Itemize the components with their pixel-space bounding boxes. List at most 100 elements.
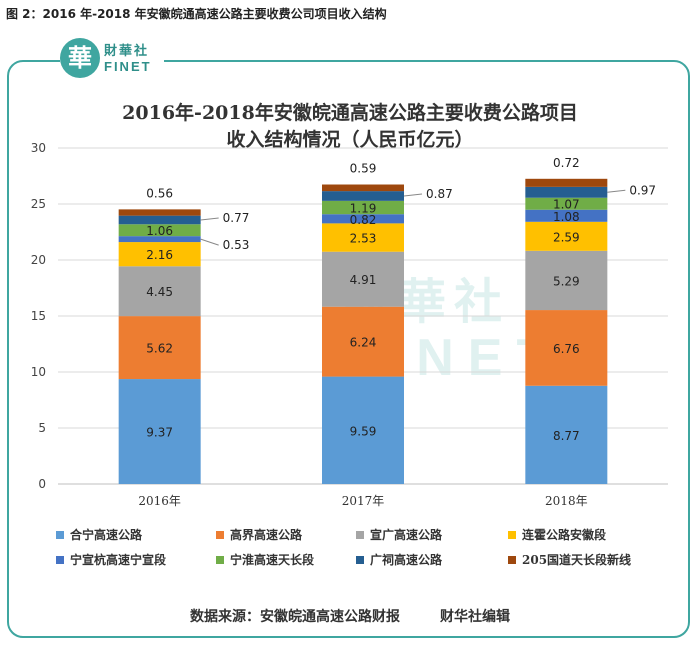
data-label: 0.59: [350, 162, 377, 176]
logo-mark-icon: 華: [60, 38, 100, 78]
legend-item: 连霍公路安徽段: [508, 526, 606, 543]
source-note: 数据来源：安徽皖通高速公路财报 财华社编辑: [0, 606, 700, 626]
bar-segment: [322, 223, 404, 252]
y-tick-label: 10: [31, 365, 46, 379]
legend-swatch: [356, 555, 364, 564]
axes: 0 5 10 15 20 25 30 2016年 2017年 2018年: [31, 141, 588, 508]
data-label: 1.07: [553, 198, 580, 212]
bar-segment: [322, 191, 404, 201]
legend-label: 合宁高速公路: [70, 528, 143, 542]
legend-label: 宣广高速公路: [370, 528, 443, 542]
bar-segment: [118, 316, 201, 380]
bar-segment: [525, 310, 608, 386]
bar-segment: [525, 209, 608, 222]
x-tick-label: 2017年: [342, 494, 385, 508]
data-label: 2.53: [350, 232, 377, 246]
bar-segment: [525, 197, 608, 210]
bars: [118, 178, 608, 484]
bar-segment: [118, 242, 201, 267]
bar-segment: [322, 306, 404, 377]
chart-title-line-2: 收入结构情况（人民币亿元）: [226, 129, 474, 151]
label-leader-line: [607, 189, 626, 193]
legend-swatch: [56, 555, 64, 564]
data-label: 0.53: [223, 238, 250, 252]
legend-label: 宁宣杭高速宁宣段: [70, 553, 167, 567]
data-label: 6.76: [553, 342, 580, 356]
legend-swatch: [356, 530, 364, 539]
legend-item: 宁淮高速天长段: [216, 551, 314, 568]
label-leader-line: [200, 217, 219, 221]
legend-swatch: [216, 530, 224, 539]
bar-segment: [525, 178, 608, 187]
bar-segment: [118, 215, 201, 225]
data-label: 4.45: [146, 285, 173, 299]
data-label: 5.62: [146, 342, 173, 356]
data-label: 6.24: [350, 336, 377, 350]
legend-item: 高界高速公路: [216, 526, 302, 543]
data-labels: 9.37 5.62 4.45 2.16 0.53 1.06 0.77 0.56 9.59 6.24…: [146, 156, 656, 443]
legend-item: 205国道天长段新线: [508, 551, 631, 568]
bar-segment: [322, 200, 404, 215]
legend-label: 高界高速公路: [230, 528, 303, 542]
data-label: 0.82: [350, 213, 377, 227]
bar-segment: [118, 224, 201, 237]
x-tick-label: 2016年: [138, 494, 181, 508]
data-label: 2.16: [146, 248, 173, 262]
bar-segment: [322, 184, 404, 192]
data-label: 9.37: [146, 426, 173, 440]
y-tick-label: 25: [31, 197, 46, 211]
source-text: 数据来源：安徽皖通高速公路财报: [190, 609, 400, 625]
finet-logo: 華 財華社 FINET: [60, 38, 164, 80]
data-label: 1.08: [553, 210, 580, 224]
figure-caption: 图 2：2016 年-2018 年安徽皖通高速公路主要收费公司项目收入结构: [6, 7, 387, 21]
bar-segment: [322, 251, 404, 307]
y-tick-label: 5: [38, 421, 46, 435]
data-label: 0.72: [553, 156, 580, 170]
legend-label: 宁淮高速天长段: [230, 553, 315, 567]
bar-segment: [118, 266, 201, 317]
legend-swatch: [56, 530, 64, 539]
data-label: 2.59: [553, 230, 580, 244]
data-label: 0.87: [426, 187, 453, 201]
bar-segment: [118, 209, 201, 216]
legend-label: 连霍公路安徽段: [522, 528, 607, 542]
stacked-bar-chart: 0 5 10 15 20 25 30 2016年 2017年 2018年 9.37 5.62 4.45…: [31, 141, 668, 508]
bar-segment: [322, 214, 404, 224]
legend-swatch: [216, 555, 224, 564]
chart-title-line-1: 2016年-2018年安徽皖通高速公路主要收费公路项目: [122, 102, 578, 124]
x-tick-label: 2018年: [545, 494, 588, 508]
legend-item: 广祠高速公路: [356, 551, 442, 568]
y-tick-label: 15: [31, 309, 46, 323]
legend-label: 205国道天长段新线: [522, 553, 632, 567]
chart-title: 2016年-2018年安徽皖通高速公路主要收费公路项目 收入结构情况（人民币亿元…: [0, 100, 700, 154]
legend-label: 广祠高速公路: [370, 553, 443, 567]
logo-cn-text: 財華社: [104, 44, 150, 59]
data-label: 4.91: [350, 273, 377, 287]
legend-item: 宁宣杭高速宁宣段: [56, 551, 166, 568]
editor-credit: 财华社编辑: [440, 609, 510, 625]
legend-swatch: [508, 530, 516, 539]
bar-segment: [525, 186, 608, 198]
y-tick-label: 20: [31, 253, 46, 267]
data-label: 5.29: [553, 274, 580, 288]
data-label: 1.06: [146, 224, 173, 238]
data-label: 0.97: [629, 183, 656, 197]
logo-en-text: FINET: [104, 59, 152, 74]
bar-segment: [118, 236, 201, 243]
bar-segment: [525, 385, 608, 484]
label-leader-line: [403, 193, 423, 197]
bar-segment: [525, 250, 608, 311]
label-leader-line: [200, 238, 219, 246]
data-label: 9.59: [350, 424, 377, 438]
bar-segment: [118, 379, 201, 484]
bar-segment: [525, 221, 608, 251]
data-label: 8.77: [553, 429, 580, 443]
data-label: 0.56: [146, 186, 173, 200]
legend-item: 宣广高速公路: [356, 526, 442, 543]
data-label: 1.19: [350, 202, 377, 216]
bar-segment: [322, 376, 404, 484]
y-tick-label: 0: [38, 477, 46, 491]
legend-item: 合宁高速公路: [56, 526, 142, 543]
legend-swatch: [508, 555, 516, 564]
y-tick-label: 30: [31, 141, 46, 155]
